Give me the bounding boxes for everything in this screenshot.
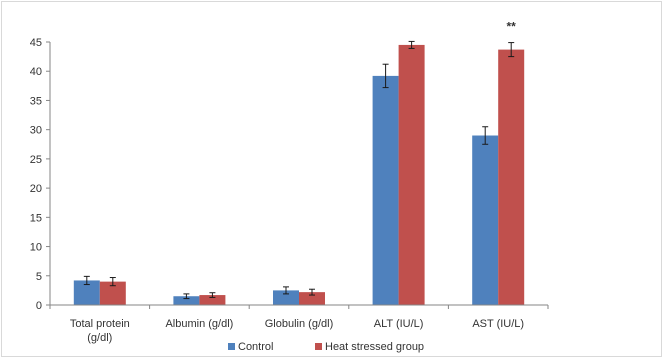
y-tick-label: 30 bbox=[30, 125, 42, 137]
annotations: ** bbox=[507, 20, 517, 34]
y-tick-label: 10 bbox=[30, 242, 42, 254]
x-axis: Total protein (g/dl) Albumin (g/dl) Globuli… bbox=[49, 304, 549, 344]
y-axis: 0 5 10 15 20 25 30 35 40 45 bbox=[30, 37, 51, 312]
legend-label: Heat stressed group bbox=[325, 341, 424, 353]
bar bbox=[273, 290, 299, 305]
y-tick-label: 25 bbox=[30, 154, 42, 166]
x-category-label: Albumin (g/dl) bbox=[165, 318, 233, 330]
bar bbox=[173, 296, 200, 305]
bar bbox=[99, 281, 126, 305]
bar bbox=[372, 75, 399, 305]
bar bbox=[199, 295, 226, 305]
y-tick-label: 20 bbox=[30, 183, 42, 195]
y-tick-label: 5 bbox=[36, 271, 42, 283]
legend-label: Control bbox=[238, 341, 273, 353]
x-category-label: ALT (IU/L) bbox=[374, 318, 424, 330]
x-category-label: Globulin (g/dl) bbox=[265, 318, 333, 330]
legend-swatch bbox=[315, 343, 322, 350]
bar bbox=[398, 44, 425, 306]
x-category-label: AST (IU/L) bbox=[472, 318, 524, 330]
x-category-label: Total protein (g/dl) bbox=[70, 318, 130, 344]
y-tick-label: 45 bbox=[30, 37, 42, 49]
y-tick-label: 0 bbox=[36, 300, 42, 312]
significance-annotation: ** bbox=[507, 20, 517, 34]
y-tick-label: 35 bbox=[30, 95, 42, 107]
bar bbox=[498, 49, 525, 305]
bars bbox=[73, 40, 525, 306]
y-tick-label: 40 bbox=[30, 66, 42, 78]
bar bbox=[299, 292, 325, 305]
bar bbox=[472, 135, 499, 305]
y-tick-label: 15 bbox=[30, 212, 42, 224]
legend: Control Heat stressed group bbox=[228, 341, 424, 353]
legend-swatch bbox=[228, 343, 235, 350]
